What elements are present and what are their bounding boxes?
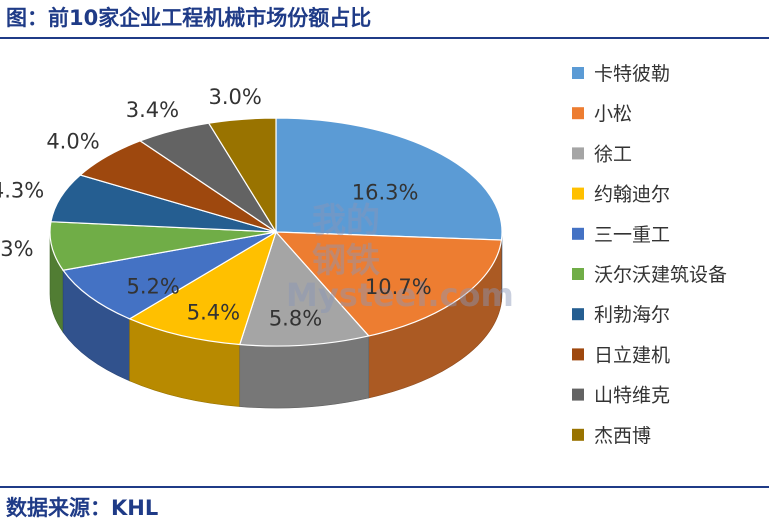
pie-chart: 我的 钢铁 Mysteel.com 16.3% 10.7% 5.8% 5.4% 5.2%…: [0, 63, 727, 447]
legend-swatch-9: [572, 428, 584, 441]
chart-title: 图：前10家企业工程机械市场份额占比: [6, 6, 372, 30]
slice-top-3: [128, 230, 278, 346]
data-label-1: 10.7%: [365, 275, 432, 299]
legend-label-3: 约翰迪尔: [594, 184, 670, 206]
legend-swatch-7: [572, 348, 584, 361]
legend-label-7: 日立建机: [594, 344, 670, 366]
legend-label-1: 小松: [594, 103, 632, 125]
watermark: 我的 钢铁 Mysteel.com: [286, 201, 514, 314]
data-label-6: 4.3%: [0, 179, 44, 203]
legend-swatch-0: [572, 67, 584, 79]
legend-label-9: 杰西博: [594, 425, 651, 447]
data-label-9: 3.0%: [209, 85, 262, 109]
legend-swatch-5: [572, 268, 584, 280]
data-label-3: 5.4%: [187, 300, 240, 324]
pie-3d: [49, 117, 503, 409]
slice-top-9: [207, 117, 277, 235]
watermark-line2: 钢铁: [312, 241, 380, 281]
legend-swatch-8: [572, 388, 584, 401]
data-label-4: 5.2%: [127, 275, 180, 299]
legend-swatch-3: [572, 187, 584, 200]
title-divider: [0, 37, 769, 39]
data-label-2: 5.8%: [269, 307, 322, 331]
legend-label-6: 利勃海尔: [594, 304, 670, 326]
legend-label-5: 沃尔沃建筑设备: [594, 264, 727, 286]
slice-top-4: [62, 231, 277, 320]
slice-top-2: [238, 230, 370, 347]
slice-top-1: [274, 231, 503, 337]
legend-swatch-6: [572, 308, 584, 321]
data-label-0: 16.3%: [352, 181, 419, 205]
watermark-line1: 我的: [312, 201, 380, 241]
legend-label-0: 卡特彼勒: [594, 63, 670, 85]
slice-labels: 16.3% 10.7% 5.8% 5.4% 5.2% 4.3% 4.3% 4.0% 3.4% 3.…: [0, 85, 432, 331]
legend-label-8: 山特维克: [594, 385, 670, 407]
legend-swatch-1: [572, 107, 584, 120]
data-label-5: 4.3%: [0, 237, 34, 261]
data-label-8: 3.4%: [126, 98, 179, 122]
footer-divider: [0, 486, 769, 488]
slice-side-2: [239, 335, 370, 409]
legend-swatch-2: [572, 147, 584, 160]
source-note: 数据来源：KHL: [6, 496, 159, 520]
legend-swatch-4: [572, 227, 584, 240]
data-label-7: 4.0%: [46, 129, 99, 153]
slice-top-0: [275, 117, 503, 241]
legend-label-2: 徐工: [594, 143, 632, 165]
watermark-line3: Mysteel.com: [286, 276, 514, 314]
legend-label-4: 三一重工: [594, 224, 670, 246]
